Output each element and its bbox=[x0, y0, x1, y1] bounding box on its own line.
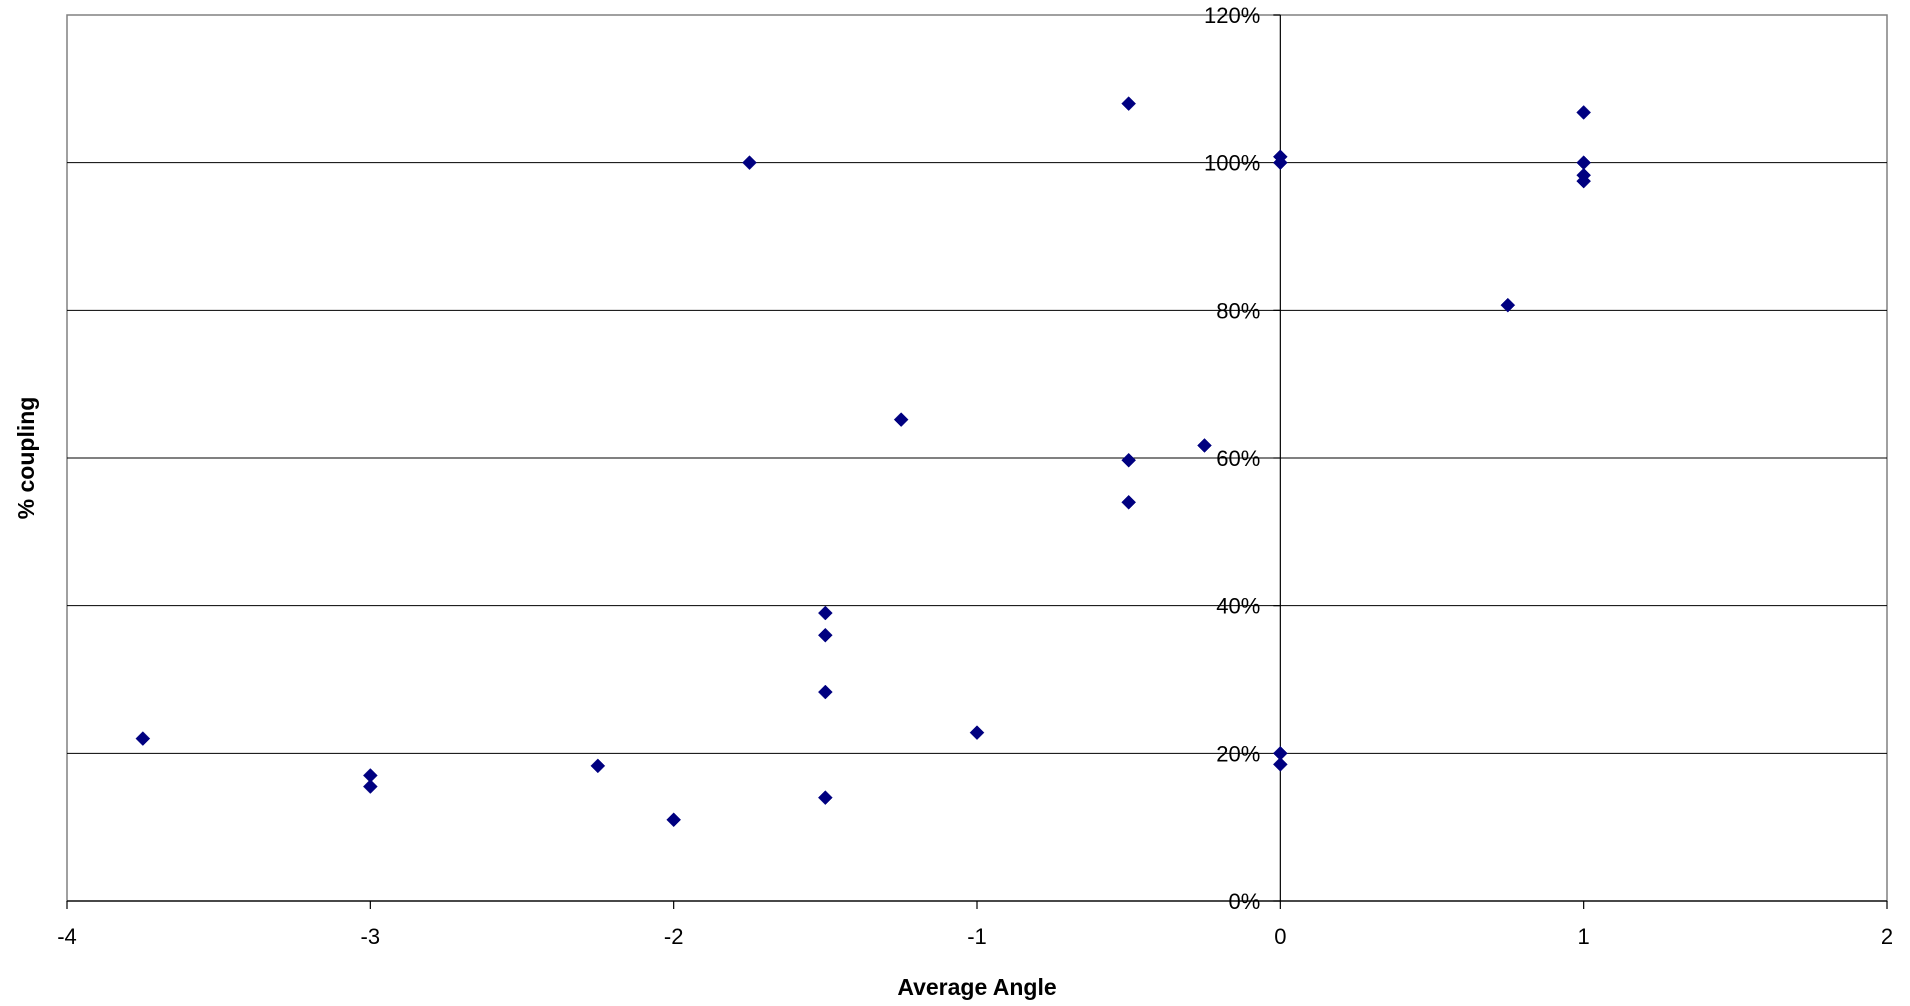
x-tick-label: -3 bbox=[361, 924, 381, 949]
x-tick-label: -2 bbox=[664, 924, 684, 949]
data-point bbox=[969, 725, 985, 741]
data-point bbox=[1272, 757, 1288, 772]
x-tick-label: 0 bbox=[1274, 924, 1286, 949]
data-point bbox=[1197, 438, 1212, 453]
data-point bbox=[1272, 155, 1288, 171]
y-tick-label: 80% bbox=[1216, 298, 1260, 323]
data-point bbox=[1576, 173, 1592, 189]
data-point bbox=[1121, 452, 1137, 468]
x-tick-label: 2 bbox=[1881, 924, 1893, 949]
y-tick-label: 40% bbox=[1216, 594, 1260, 619]
data-point bbox=[590, 758, 606, 774]
data-points bbox=[135, 96, 1592, 828]
tick-labels: 0% 20% 40% 60% 80% 100% 120% -4 -3 -2 -1 0 1 2 bbox=[57, 3, 1893, 949]
x-tick-label: -4 bbox=[57, 924, 77, 949]
y-tick-label: 120% bbox=[1204, 3, 1260, 28]
data-point bbox=[817, 684, 833, 700]
y-tick-label: 60% bbox=[1216, 446, 1260, 471]
data-point bbox=[742, 155, 757, 171]
data-point bbox=[817, 790, 833, 805]
data-point bbox=[817, 605, 833, 621]
data-point bbox=[1576, 105, 1592, 120]
x-tick-label: -1 bbox=[967, 924, 987, 949]
data-point bbox=[135, 731, 151, 746]
data-point bbox=[1121, 96, 1137, 111]
x-tick-label: 1 bbox=[1578, 924, 1590, 949]
data-point bbox=[1121, 494, 1137, 510]
x-axis-title: Average Angle bbox=[897, 974, 1056, 1000]
data-point bbox=[666, 812, 682, 828]
y-axis-title: % coupling bbox=[13, 397, 39, 520]
data-point bbox=[1500, 297, 1516, 313]
y-tick-label: 100% bbox=[1204, 151, 1260, 176]
data-point bbox=[817, 627, 833, 643]
y-tick-label: 0% bbox=[1229, 889, 1261, 914]
data-point bbox=[893, 412, 909, 427]
data-point bbox=[362, 779, 378, 794]
y-tick-label: 20% bbox=[1216, 741, 1260, 766]
